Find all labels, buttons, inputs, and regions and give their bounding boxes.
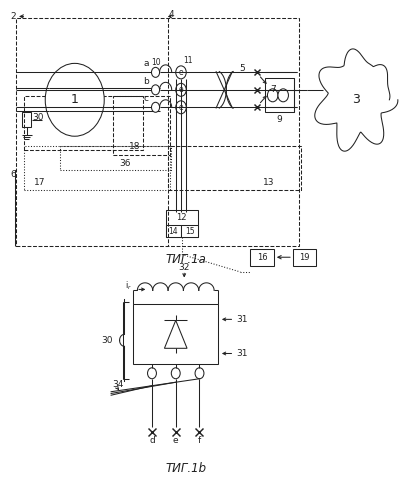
Text: 6: 6	[10, 170, 16, 179]
Bar	[24, 96, 143, 150]
Text: i$_r$: i$_r$	[125, 279, 132, 292]
Text: 34: 34	[112, 380, 124, 389]
Polygon shape	[315, 49, 398, 151]
Text: 17: 17	[34, 178, 46, 187]
Text: 2: 2	[10, 12, 16, 21]
Bar	[168, 146, 301, 190]
Text: 9: 9	[277, 115, 282, 124]
Circle shape	[152, 67, 160, 77]
Text: ΤИГ.1a: ΤИГ.1a	[165, 253, 206, 266]
Text: 14: 14	[168, 227, 178, 236]
Text: f: f	[198, 436, 201, 445]
Text: b: b	[143, 77, 149, 86]
Text: 5: 5	[240, 64, 245, 73]
Circle shape	[45, 63, 104, 136]
Text: 31: 31	[236, 349, 248, 358]
Text: 11: 11	[183, 56, 193, 65]
Circle shape	[152, 85, 160, 95]
Text: ΤИГ.1b: ΤИГ.1b	[165, 462, 206, 475]
Circle shape	[171, 368, 180, 379]
Text: 36: 36	[119, 159, 130, 168]
Text: 15: 15	[185, 227, 194, 236]
Bar	[60, 146, 171, 170]
Bar	[113, 96, 170, 155]
Bar	[22, 112, 31, 127]
Text: 1: 1	[71, 93, 79, 106]
Bar	[16, 18, 299, 246]
Text: 30: 30	[32, 113, 44, 122]
Circle shape	[176, 83, 186, 96]
Text: e: e	[179, 85, 183, 94]
Bar	[293, 249, 316, 266]
Bar	[166, 210, 198, 237]
Text: 18: 18	[129, 142, 141, 151]
Circle shape	[278, 89, 288, 102]
Circle shape	[147, 368, 156, 379]
Text: 10: 10	[152, 58, 161, 67]
Text: a: a	[143, 59, 149, 68]
Bar	[166, 226, 181, 237]
Circle shape	[176, 101, 186, 114]
Text: e: e	[179, 68, 183, 77]
Bar	[181, 226, 198, 237]
Text: e: e	[173, 436, 179, 445]
Text: 7: 7	[270, 85, 276, 94]
Text: e: e	[179, 103, 183, 112]
Text: 31: 31	[236, 315, 248, 324]
Text: 13: 13	[263, 178, 274, 187]
Circle shape	[176, 66, 186, 79]
Text: 3: 3	[351, 93, 360, 106]
Text: 16: 16	[257, 252, 267, 262]
Text: c: c	[143, 94, 148, 103]
Text: 32: 32	[179, 263, 190, 272]
Bar	[250, 249, 274, 266]
Text: 4: 4	[169, 10, 175, 19]
Circle shape	[195, 368, 204, 379]
Text: 19: 19	[299, 252, 310, 262]
Text: 30: 30	[102, 336, 113, 345]
Circle shape	[267, 89, 278, 102]
Circle shape	[152, 102, 160, 112]
Bar	[265, 78, 294, 112]
Bar	[24, 146, 170, 190]
Text: d: d	[149, 436, 155, 445]
Text: 12: 12	[177, 213, 187, 223]
Bar	[133, 304, 218, 364]
